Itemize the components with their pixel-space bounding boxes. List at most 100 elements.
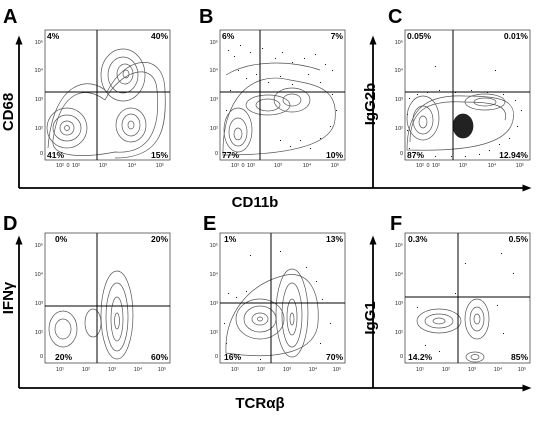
svg-text:10⁴: 10⁴ [494,366,503,373]
contour-population [464,298,490,340]
svg-text:0: 0 [400,151,403,157]
svg-text:0: 0 [241,163,244,169]
gate-lines [220,233,345,363]
quadrant-label-ur: 40% [151,31,168,41]
svg-text:10²: 10² [432,163,440,169]
panel-letter: C [388,6,402,28]
svg-text:10³: 10³ [395,301,403,307]
x-tick-labels: 10¹ 10² 10³ 10⁴ 10⁵ [56,366,166,373]
contour-population [452,113,474,139]
contour-population [48,310,78,348]
quadrant-label-ul: 4% [47,31,60,41]
scatter-dots [417,253,514,352]
quadrant-label-lr: 12.94% [499,150,528,160]
contour-population [223,107,253,153]
svg-text:10³: 10³ [35,97,43,103]
x-tick-labels: 10² 0 10² 10³ 10⁴ 10⁵ [416,162,524,169]
quadrant-label-ul: 0.3% [408,234,428,244]
contour-population [100,270,134,360]
panel-letter: A [3,6,17,28]
plot-area [404,232,531,364]
svg-text:10¹: 10¹ [231,367,239,373]
svg-text:10⁵: 10⁵ [35,242,43,249]
panel-letter: F [390,213,402,235]
quadrant-label-ll: 20% [55,352,72,362]
panel-d: D IFNγ 0% 20% 20% 60% 10⁵ 10⁴ 10³ 10² 0 [0,213,171,373]
quadrant-label-lr: 70% [326,352,343,362]
svg-text:10⁵: 10⁵ [395,242,403,249]
contour-population [416,308,462,334]
contour-population [273,87,311,113]
gate-lines [220,30,345,160]
quadrant-label-ll: 87% [407,150,424,160]
svg-text:0: 0 [40,151,43,157]
gate-lines [45,233,170,363]
plot-area [219,232,346,364]
panel-e: E 1% 13% 16% 70% 10⁵ 10⁴ 10³ 10² 0 [203,213,346,373]
x-axis-label-bottom: TCRαβ [235,395,284,412]
y-axis-label: CD68 [0,93,17,131]
contour-population [100,48,146,102]
panel-b: B 6% 7% 77% 10% 10⁵ 10⁴ [199,6,346,169]
svg-text:10³: 10³ [283,367,291,373]
svg-text:10³: 10³ [459,163,467,169]
x-axis-label-top: CD11b [232,194,279,211]
svg-text:10³: 10³ [35,301,43,307]
axis-arrows [15,35,532,392]
svg-text:0: 0 [400,354,403,360]
svg-text:10⁴: 10⁴ [395,271,404,278]
quadrant-label-lr: 60% [151,352,168,362]
y-tick-labels: 10⁵ 10⁴ 10³ 10² 0 [395,242,404,360]
svg-text:10²: 10² [35,330,43,336]
plot-area [404,29,531,161]
contour-population [46,107,88,149]
plot-area [219,29,346,161]
svg-text:10³: 10³ [468,367,476,373]
contour-population [245,94,291,116]
svg-text:10¹: 10¹ [56,367,64,373]
svg-text:10⁵: 10⁵ [158,366,166,373]
quadrant-label-lr: 15% [151,150,168,160]
svg-text:10⁴: 10⁴ [128,162,137,169]
svg-text:10⁵: 10⁵ [333,366,341,373]
contour-population [275,268,309,358]
y-axis-label: IgG1 [362,301,379,334]
svg-text:0: 0 [40,354,43,360]
svg-text:10²: 10² [72,163,80,169]
svg-text:10⁵: 10⁵ [35,39,43,46]
contour-population [465,351,485,363]
panel-letter: B [199,6,213,28]
svg-text:10²: 10² [210,330,218,336]
svg-text:10³: 10³ [395,97,403,103]
y-axis-label: IFNγ [0,281,17,314]
svg-text:10⁴: 10⁴ [210,67,219,74]
svg-text:10²: 10² [56,163,64,169]
svg-text:10²: 10² [442,367,450,373]
y-axis-label: IgG2b [362,83,379,126]
svg-text:10³: 10³ [210,301,218,307]
gate-lines [405,30,530,160]
quadrant-label-ll: 16% [224,352,241,362]
svg-text:10³: 10³ [274,163,282,169]
svg-text:10⁴: 10⁴ [35,67,44,74]
svg-text:0: 0 [215,151,218,157]
x-tick-labels: 10² 0 10² 10³ 10⁴ 10⁵ [56,162,164,169]
svg-text:10⁴: 10⁴ [395,67,404,74]
y-tick-labels: 10⁵ 10⁴ 10³ 10² 0 [210,39,219,157]
svg-text:10²: 10² [231,163,239,169]
svg-text:10²: 10² [247,163,255,169]
svg-text:0: 0 [66,163,69,169]
contour-population [235,298,285,340]
svg-text:10¹: 10¹ [416,367,424,373]
svg-text:10³: 10³ [99,163,107,169]
quadrant-label-ul: 0.05% [407,31,432,41]
svg-text:0: 0 [215,354,218,360]
x-tick-labels: 10¹ 10² 10³ 10⁴ 10⁵ [416,366,526,373]
svg-text:10⁵: 10⁵ [518,366,526,373]
x-tick-labels: 10¹ 10² 10³ 10⁴ 10⁵ [231,366,341,373]
quadrant-label-ur: 7% [331,31,344,41]
svg-text:10⁴: 10⁴ [303,162,312,169]
svg-text:10²: 10² [395,126,403,132]
plot-area [44,232,171,364]
